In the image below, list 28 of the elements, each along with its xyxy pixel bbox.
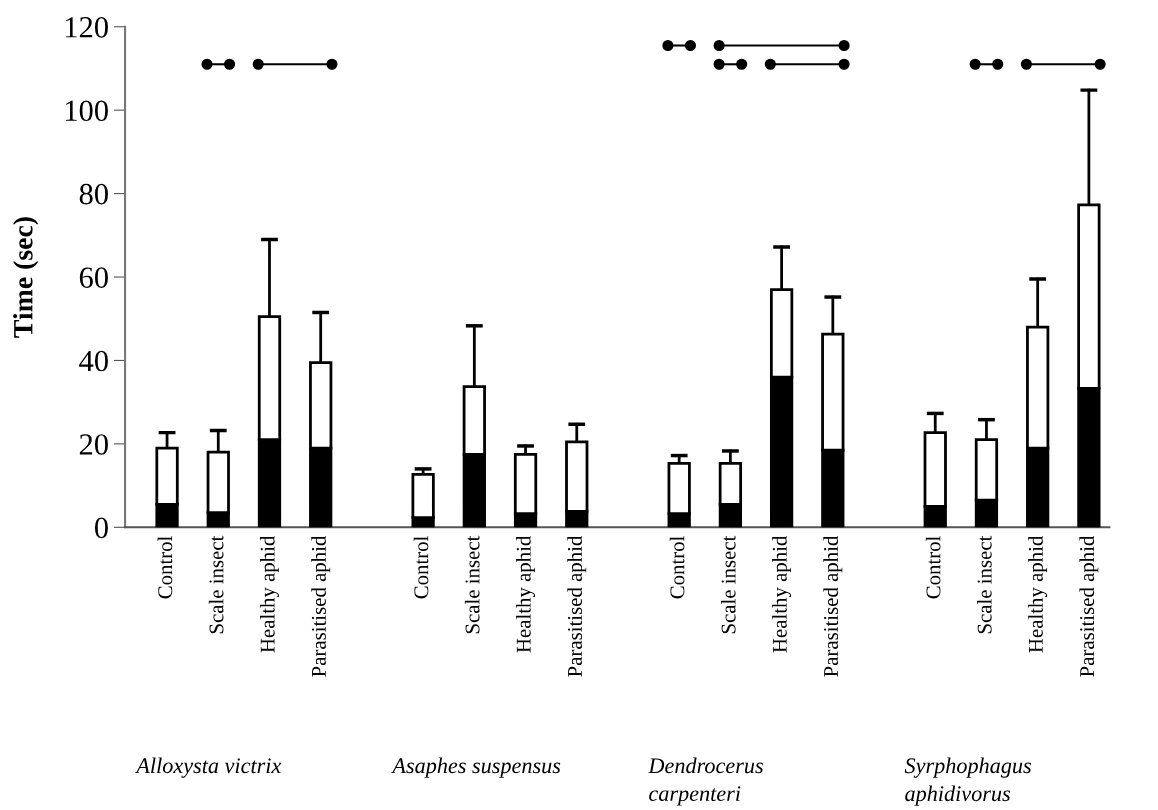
x-tick-label: Healthy aphid [260, 535, 279, 653]
y-tick-label: 40 [79, 350, 108, 372]
y-tick-label: 20 [79, 434, 108, 455]
text: Alloxysta victrix [135, 757, 282, 778]
x-tick-label: Control [925, 536, 941, 599]
y-tick-label: 0 [94, 517, 108, 539]
x-tick-label: Healthy aphid [1028, 535, 1048, 653]
x-tick-label: Control [413, 536, 429, 599]
y-axis-title: Time (sec) [13, 217, 39, 338]
y-tick-label: 80 [79, 183, 108, 205]
x-tick-label: Scale insect [977, 535, 992, 634]
x-tick-label: Scale insect [464, 535, 480, 634]
x-tick-label: Scale insect [720, 535, 736, 634]
text: Dendrocerus carpenteri [648, 757, 763, 806]
text: Asaphes suspensus [391, 757, 561, 778]
x-tick-label: Scale insect [208, 535, 224, 634]
y-tick-label: 100 [65, 100, 108, 122]
y-tick-label: 120 [65, 17, 108, 38]
x-tick-label: Control [157, 536, 173, 599]
x-tick-label: Control [669, 536, 685, 599]
text: Syrphophagus aphidivorus [904, 757, 1031, 806]
x-tick-label: Parasitised aphid [823, 535, 843, 677]
x-tick-label: Healthy aphid [516, 535, 536, 653]
y-tick-label: 60 [79, 267, 108, 288]
x-tick-label: Parasitised aphid [311, 535, 331, 677]
x-tick-label: Healthy aphid [772, 535, 792, 653]
x-tick-label: Parasitised aphid [1079, 535, 1099, 677]
x-tick-label: Parasitised aphid [567, 535, 587, 677]
